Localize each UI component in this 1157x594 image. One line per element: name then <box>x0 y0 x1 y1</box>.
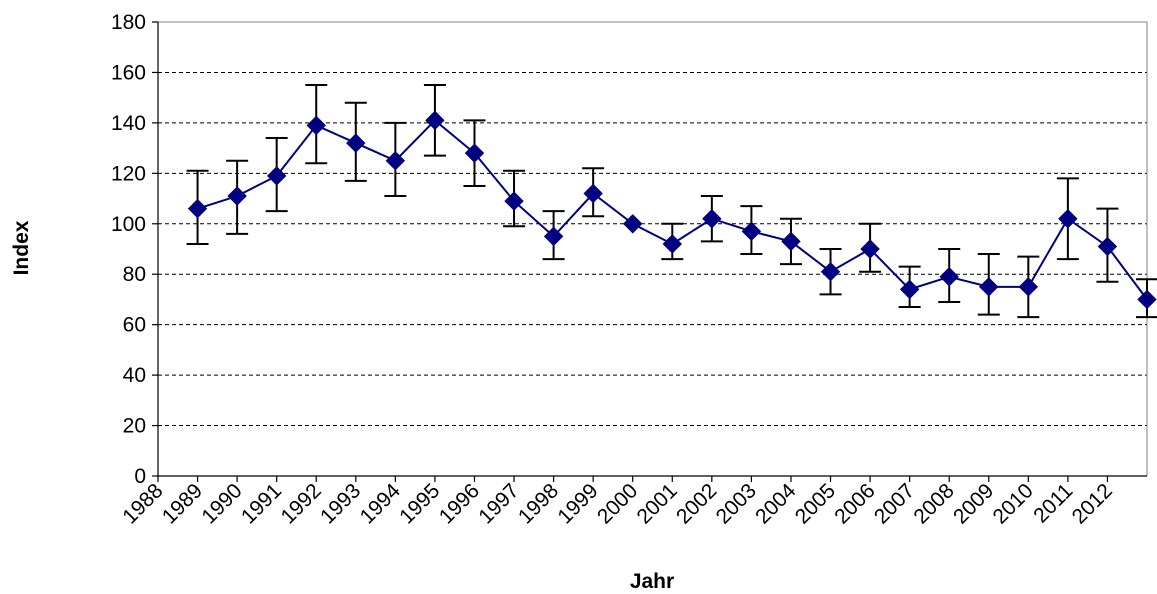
data-points <box>187 110 1157 310</box>
data-point <box>623 214 643 234</box>
data-point <box>504 191 524 211</box>
x-tick-label: 1996 <box>435 479 484 528</box>
y-axis-ticks: 0 20 40 60 80 100 120 140 160 180 <box>111 11 158 488</box>
data-point <box>781 231 801 252</box>
data-point <box>583 183 603 204</box>
x-tick-label: 2007 <box>870 479 919 528</box>
y-tick-label: 120 <box>111 162 146 185</box>
data-point <box>741 221 762 242</box>
x-tick-label: 2003 <box>712 479 761 528</box>
x-tick-label: 1992 <box>276 479 325 528</box>
y-tick-label: 140 <box>111 112 146 135</box>
y-tick-label: 160 <box>111 61 146 84</box>
data-point <box>425 110 445 131</box>
x-tick-label: 1998 <box>514 479 563 528</box>
x-tick-label: 2012 <box>1068 479 1117 528</box>
y-tick-label: 180 <box>111 11 146 34</box>
data-point <box>266 166 287 186</box>
x-tick-label: 1994 <box>356 479 406 529</box>
y-tick-label: 20 <box>123 415 146 438</box>
data-point <box>820 261 841 282</box>
x-tick-label: 2008 <box>909 479 958 528</box>
x-tick-label: 1988 <box>118 479 167 528</box>
x-tick-label: 1995 <box>395 479 444 528</box>
x-axis-title: Jahr <box>630 570 674 593</box>
x-tick-label: 1989 <box>158 479 207 528</box>
x-tick-label: 2002 <box>672 479 721 528</box>
x-axis-ticks: 1988198919901991199219931994199519961997… <box>118 476 1117 529</box>
x-tick-label: 2004 <box>751 479 801 529</box>
error-bars <box>186 84 1157 319</box>
series-polyline <box>197 119 1148 301</box>
x-tick-label: 1991 <box>237 479 286 528</box>
data-point <box>385 151 406 171</box>
x-tick-label: 2001 <box>633 479 682 528</box>
y-tick-label: 40 <box>123 364 146 387</box>
data-point <box>1058 209 1078 229</box>
y-tick-label: 60 <box>123 314 146 337</box>
data-point <box>899 279 920 300</box>
x-tick-label: 2005 <box>791 479 840 528</box>
x-tick-label: 1990 <box>197 479 246 528</box>
y-tick-label: 100 <box>111 213 146 236</box>
gridlines <box>158 71 1147 427</box>
data-point <box>227 186 247 206</box>
x-tick-label: 1999 <box>553 479 602 528</box>
data-point <box>306 115 326 136</box>
data-point <box>187 198 208 219</box>
x-tick-label: 2010 <box>989 479 1038 528</box>
x-tick-label: 1993 <box>316 479 365 528</box>
y-axis-title: Index <box>10 220 33 275</box>
data-point <box>1097 236 1118 257</box>
x-tick-label: 2006 <box>830 479 879 528</box>
x-tick-label: 1997 <box>474 479 523 528</box>
series-line <box>197 119 1148 301</box>
data-point <box>1018 277 1039 297</box>
data-point <box>860 239 880 259</box>
data-point <box>979 277 999 297</box>
data-point <box>662 234 682 254</box>
data-point <box>543 226 564 247</box>
x-tick-label: 2011 <box>1029 479 1077 527</box>
data-point <box>1137 289 1157 310</box>
y-tick-label: 0 <box>134 465 146 488</box>
y-tick-label: 80 <box>123 263 146 286</box>
data-point <box>346 133 366 153</box>
axes <box>157 21 1148 477</box>
data-point <box>939 267 959 287</box>
data-point <box>464 143 485 163</box>
x-tick-label: 2000 <box>593 479 642 528</box>
data-point <box>702 209 722 229</box>
x-tick-label: 2009 <box>949 479 998 528</box>
